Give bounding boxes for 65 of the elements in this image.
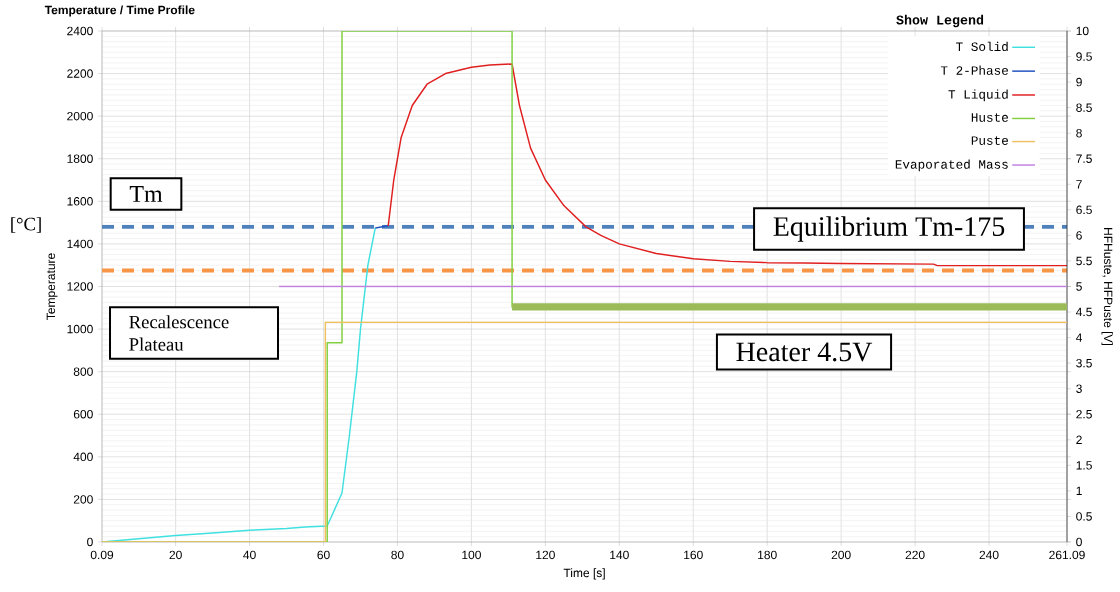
y2-tick-label: 6: [1076, 231, 1082, 240]
y2-tick-label: 8: [1076, 128, 1082, 138]
x-tick-label: 140: [610, 550, 629, 560]
y2-tick-label: 0.5: [1076, 512, 1092, 521]
x-tick-label: 0.09: [90, 550, 114, 560]
y-axis-title: Temperature: [46, 253, 58, 320]
x-tick-label: 60: [317, 550, 330, 560]
y-tick-label: 0: [87, 537, 93, 547]
y2-tick-label: 3: [1076, 384, 1082, 393]
y-tick-label: 400: [73, 452, 93, 462]
x-tick-label: 20: [169, 550, 182, 560]
y-tick-label: 800: [73, 367, 93, 376]
x-tick-label: 261.09: [1049, 550, 1085, 560]
y-tick-label: 2400: [67, 26, 93, 36]
x-tick-label: 200: [831, 550, 851, 560]
x-tick-label: 160: [684, 550, 703, 560]
x-tick-label: 180: [758, 550, 777, 560]
x-axis-title: Time [s]: [563, 568, 605, 580]
x-tick-label: 40: [243, 550, 256, 560]
y2-tick-label: 1: [1076, 486, 1082, 496]
y2-tick-label: 5: [1076, 282, 1082, 291]
y2-tick-label: 0: [1076, 537, 1082, 547]
legend-label: Puste: [971, 136, 1008, 145]
y2-tick-label: 5.5: [1076, 256, 1092, 266]
y2-tick-label: 7: [1076, 180, 1082, 189]
legend-label: Evaporated Mass: [895, 159, 1008, 172]
legend-title: Show Legend: [896, 14, 984, 28]
y-tick-label: 2000: [67, 111, 93, 121]
y2-tick-label: 8.5: [1076, 103, 1092, 112]
y-tick-label: 600: [73, 409, 93, 419]
annotation: Tm: [129, 186, 163, 202]
x-tick-label: 220: [905, 550, 925, 560]
y2-tick-label: 4: [1075, 333, 1083, 342]
y2-tick-label: 2: [1076, 435, 1082, 444]
annotation: Equilibrium Tm-175: [773, 216, 1005, 242]
y-tick-label: 1000: [67, 324, 93, 334]
y-tick-label: 1600: [67, 197, 93, 206]
x-tick-label: 80: [391, 550, 404, 560]
y-tick-label: 1400: [67, 239, 93, 249]
x-tick-label: 120: [536, 550, 555, 560]
y2-tick-label: 2.5: [1076, 409, 1092, 419]
line-series: [387, 63, 1067, 267]
y2-tick-label: 1.5: [1076, 461, 1092, 470]
legend-label: T Solid: [956, 41, 1008, 52]
y2-tick-label: 6.5: [1076, 205, 1092, 215]
y2-tick-label: 4.5: [1075, 307, 1092, 317]
annotation: Heater 4.5V: [736, 342, 873, 362]
legend-label: T Liquid: [948, 89, 1008, 102]
y-tick-label: 1200: [67, 282, 93, 291]
y2-tick-label: 9: [1076, 77, 1082, 87]
y-tick-label: 200: [73, 495, 93, 504]
y-tick-label: 1800: [67, 154, 93, 163]
x-tick-label: 100: [462, 550, 481, 560]
y-tick-label: 2200: [67, 69, 93, 78]
text: [°C]: [11, 217, 41, 233]
legend-label: Huste: [971, 113, 1008, 122]
y2-tick-label: 10: [1076, 26, 1089, 36]
x-tick-label: 240: [979, 550, 999, 560]
chart-title: Temperature / Time Profile: [44, 5, 195, 17]
annotation: Recalescence Plateau: [129, 315, 229, 351]
y2-tick-label: 3.5: [1076, 358, 1092, 368]
y2-axis-title: HFHuste, HFPuste [V]: [1101, 228, 1113, 345]
legend-label: T 2-Phase: [940, 65, 1008, 75]
y2-tick-label: 7.5: [1076, 154, 1092, 163]
y2-tick-label: 9.5: [1076, 52, 1092, 61]
